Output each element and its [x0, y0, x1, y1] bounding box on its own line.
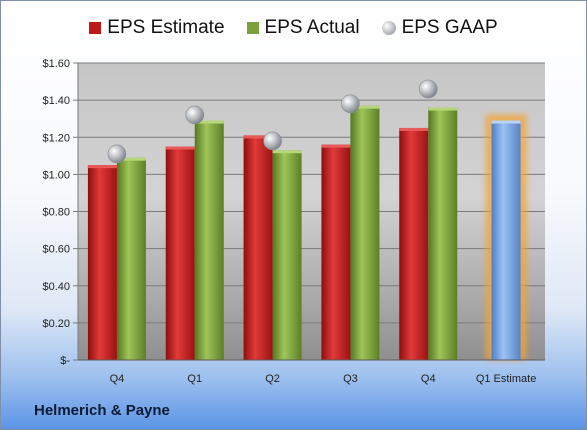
- x-tick-label: Q2: [265, 373, 280, 385]
- bar-cap: [272, 150, 302, 154]
- legend-item-eps-gaap: EPS GAAP: [381, 17, 498, 39]
- bar-cap: [321, 144, 351, 148]
- bar-eps-estimate: [321, 144, 351, 360]
- legend-swatch-eps-gaap: [381, 21, 396, 35]
- legend-label-eps-estimate: EPS Estimate: [107, 17, 225, 38]
- legend-label-eps-actual: EPS Actual: [264, 17, 360, 38]
- x-tick-label: Q3: [343, 373, 358, 385]
- y-tick-label: $0.40: [42, 281, 70, 293]
- legend: EPS Estimate EPS Actual EPS GAAP: [1, 17, 586, 39]
- point-eps-gaap: [107, 144, 127, 164]
- legend-item-eps-estimate: EPS Estimate: [89, 17, 225, 39]
- bar-cap: [243, 135, 273, 139]
- legend-swatch-eps-actual: [246, 22, 259, 34]
- legend-swatch-eps-estimate: [89, 22, 102, 34]
- bar-cap: [491, 120, 521, 124]
- legend-label-eps-gaap: EPS GAAP: [401, 17, 498, 38]
- company-name: Helmerich & Payne: [34, 402, 170, 419]
- bar-q1-estimate: [491, 120, 521, 360]
- bar-eps-estimate: [243, 135, 273, 360]
- bar-eps-actual: [194, 120, 224, 360]
- y-tick-label: $1.20: [42, 132, 70, 144]
- x-tick-label: Q1: [187, 373, 202, 385]
- y-tick-label: $0.80: [42, 207, 70, 219]
- legend-item-eps-actual: EPS Actual: [246, 17, 360, 39]
- point-eps-gaap: [341, 94, 360, 114]
- bar-cap: [165, 146, 195, 150]
- y-tick-label: $1.40: [42, 95, 70, 107]
- bar-cap: [350, 105, 380, 109]
- point-eps-gaap: [263, 131, 282, 151]
- y-tick-label: $1.00: [42, 169, 70, 181]
- bar-cap: [116, 157, 146, 161]
- y-tick-label: $0.60: [42, 244, 70, 256]
- bar-cap: [194, 120, 224, 124]
- y-tick-label: $0.20: [42, 318, 70, 330]
- bar-eps-actual: [116, 157, 146, 360]
- point-eps-gaap: [418, 79, 438, 99]
- bar-cap: [428, 107, 458, 111]
- bar-eps-actual: [272, 150, 302, 360]
- bar-eps-estimate: [87, 165, 117, 360]
- bar-cap: [87, 165, 117, 169]
- bar-eps-estimate: [399, 127, 429, 360]
- bar-cap: [399, 127, 429, 131]
- y-tick-label: $1.60: [42, 58, 70, 70]
- bar-eps-actual: [428, 107, 458, 360]
- bar-eps-estimate: [165, 146, 195, 360]
- x-tick-label: Q4: [110, 373, 125, 385]
- bar-eps-actual: [350, 105, 380, 360]
- x-tick-label: Q1 Estimate: [476, 373, 537, 385]
- y-tick-label: $-: [60, 355, 70, 367]
- point-eps-gaap: [185, 105, 205, 125]
- x-tick-label: Q4: [421, 373, 436, 385]
